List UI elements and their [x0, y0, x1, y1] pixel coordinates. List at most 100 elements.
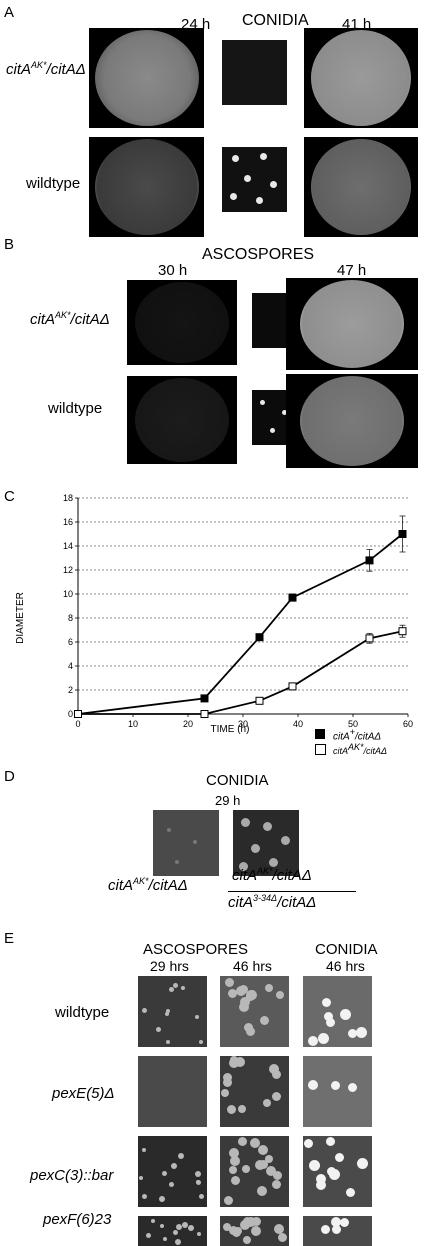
- colony: [197, 1232, 201, 1236]
- colony: [270, 428, 275, 433]
- colony: [272, 1180, 281, 1189]
- panel-b-time-right: 47 h: [337, 262, 367, 279]
- genotype-text: citA: [108, 877, 134, 894]
- colony: [251, 1226, 261, 1236]
- petri-dish: [300, 376, 404, 466]
- colony: [169, 987, 174, 992]
- genotype-sup: AK*: [133, 876, 149, 886]
- panel-e-time-3: 46 hrs: [326, 958, 365, 974]
- panel-a-title: CONIDIA: [242, 12, 309, 29]
- series-line: [78, 630, 403, 715]
- y-tick-label: 0: [68, 709, 73, 719]
- colony: [167, 828, 171, 832]
- colony: [182, 1222, 188, 1228]
- colony: [228, 989, 237, 998]
- petri-plate-photo: [127, 376, 237, 464]
- panel-e-col-ascospores: ASCOSPORES: [143, 941, 249, 958]
- colony: [272, 1070, 281, 1079]
- y-tick-label: 2: [68, 685, 73, 695]
- panel-e-row-label: pexF(6)23: [43, 1211, 112, 1228]
- legend-tail: /citAΔ: [354, 731, 382, 743]
- colony: [156, 1027, 161, 1032]
- petri-plate-photo: [304, 137, 418, 237]
- colony: [223, 1078, 232, 1087]
- petri-dish: [300, 280, 404, 368]
- data-point: [288, 593, 297, 602]
- colony: [252, 1217, 261, 1226]
- colony: [221, 1089, 229, 1097]
- legend-entry-2: citAAK*/citAΔ: [333, 742, 387, 756]
- colony: [276, 991, 284, 999]
- x-tick-label: 50: [348, 719, 358, 729]
- panel-e-row-label: pexE(5)Δ: [52, 1085, 115, 1102]
- panel-b-row1-label: citAAK*/citAΔ: [30, 310, 110, 328]
- colony: [176, 1224, 182, 1230]
- colony: [142, 1148, 146, 1152]
- colony: [274, 1224, 284, 1234]
- panel-d-letter: D: [4, 768, 15, 785]
- legend-marker-filled: [315, 729, 325, 739]
- colony: [308, 1080, 318, 1090]
- y-tick-label: 10: [63, 589, 73, 599]
- colony-closeup-photo: [303, 1056, 372, 1127]
- colony: [139, 1176, 143, 1180]
- colony: [159, 1196, 165, 1202]
- colony: [142, 1194, 147, 1199]
- colony-closeup-photo: [303, 1216, 372, 1246]
- y-tick-label: 12: [63, 565, 73, 575]
- colony: [335, 1153, 344, 1162]
- colony: [166, 1009, 170, 1013]
- panel-b-title: ASCOSPORES: [202, 246, 315, 263]
- genotype-tail: /citAΔ: [148, 877, 188, 894]
- x-tick-label: 0: [75, 719, 80, 729]
- panel-e-time-2: 46 hrs: [233, 958, 272, 974]
- colony-closeup-photo: [138, 1136, 207, 1207]
- data-point: [398, 627, 407, 636]
- growth-chart: 0 2 4 6 8 10 12 14 16 18 0 10 20 30 40 50 60 DIAMETER TI…: [15, 493, 413, 735]
- colony: [269, 858, 278, 867]
- colony: [195, 1171, 201, 1177]
- colony: [151, 1219, 155, 1223]
- y-tick-label: 16: [63, 517, 73, 527]
- colony: [229, 1148, 239, 1158]
- genotype-text: citA: [30, 311, 56, 328]
- genotype-tail: /citAΔ: [277, 894, 317, 911]
- petri-dish: [135, 378, 229, 462]
- x-tick-label: 40: [293, 719, 303, 729]
- y-axis-label: DIAMETER: [15, 592, 26, 644]
- colony: [326, 1018, 335, 1027]
- colony: [244, 175, 251, 182]
- colony: [340, 1009, 351, 1020]
- colony: [173, 983, 178, 988]
- colony: [304, 1139, 313, 1148]
- petri-plate-photo: [89, 137, 204, 237]
- panel-e-row-label: pexC(3)::bar: [30, 1167, 114, 1184]
- panel-a-row2-label: wildtype: [26, 175, 81, 192]
- chart-grid: [78, 497, 408, 691]
- panel-e-row-label: wildtype: [55, 1004, 110, 1021]
- colony: [240, 1220, 250, 1230]
- genotype-sup: AK*: [257, 866, 273, 876]
- colony: [260, 153, 267, 160]
- colony: [165, 1012, 169, 1016]
- colony: [321, 1225, 330, 1234]
- colony: [232, 1228, 241, 1237]
- colony: [246, 992, 255, 1001]
- colony: [250, 1138, 260, 1148]
- colony: [273, 1171, 282, 1180]
- colony-closeup-photo: [220, 976, 289, 1047]
- colony: [331, 1217, 341, 1227]
- colony: [199, 1194, 204, 1199]
- colony: [239, 862, 248, 871]
- colony-closeup-photo: [220, 1136, 289, 1207]
- colony-closeup-photo: [138, 1216, 207, 1246]
- panel-c-letter: C: [4, 488, 15, 505]
- colony: [257, 1186, 267, 1196]
- genotype-text: citA: [6, 61, 32, 78]
- data-point: [255, 696, 264, 705]
- genotype-tail: /citAΔ: [272, 867, 312, 884]
- legend-text: citA: [333, 731, 350, 743]
- colony: [199, 1040, 203, 1044]
- colony: [260, 400, 265, 405]
- colony: [146, 1233, 151, 1238]
